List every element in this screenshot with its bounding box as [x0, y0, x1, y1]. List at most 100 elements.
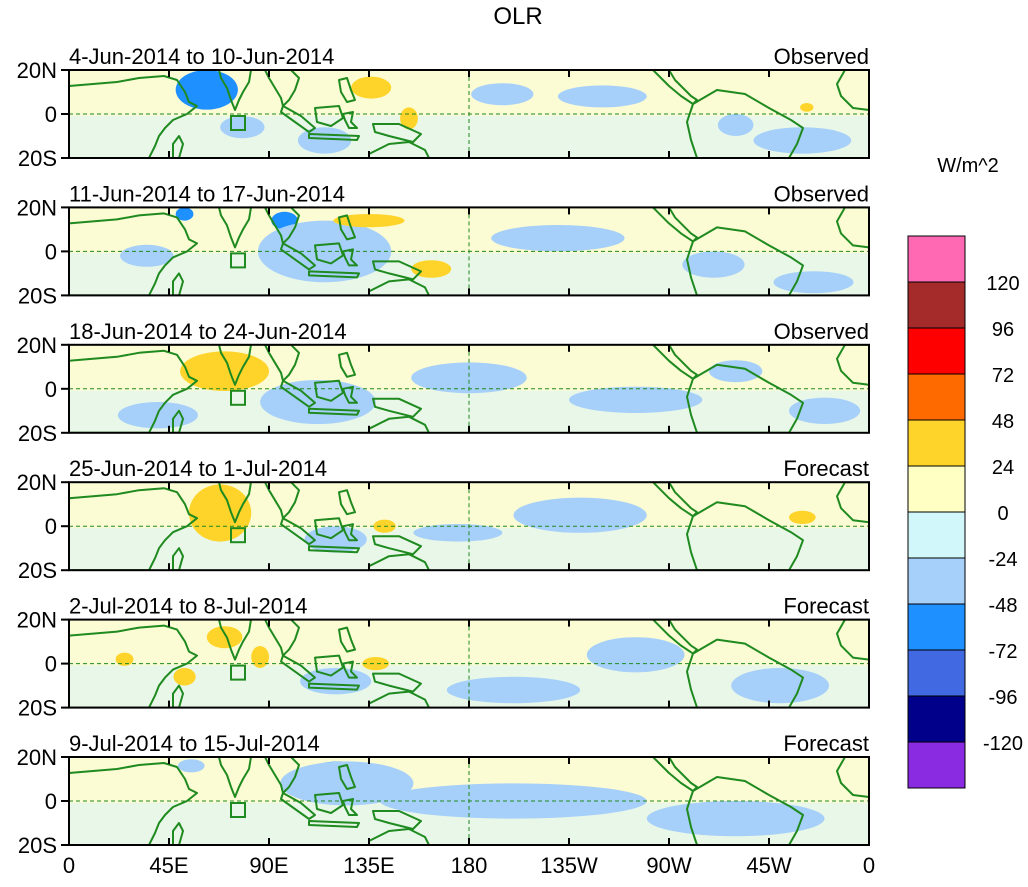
- y-tick-label: 0: [45, 102, 57, 127]
- anomaly-contour: [413, 524, 503, 542]
- anomaly-contour: [471, 83, 534, 106]
- colorbar-level-label: -24: [989, 549, 1018, 571]
- colorbar-level-label: -96: [989, 687, 1018, 709]
- anomaly-contour: [177, 759, 205, 773]
- panel-plot-area: [69, 619, 869, 708]
- anomaly-contour: [280, 761, 414, 806]
- y-tick-label: 20S: [18, 558, 57, 583]
- anomaly-contour: [220, 116, 265, 139]
- y-tick-label: 0: [45, 377, 57, 402]
- anomaly-contour: [569, 386, 703, 413]
- anomaly-contour: [175, 207, 194, 221]
- y-tick-label: 20S: [18, 146, 57, 171]
- x-tick-label: 90E: [249, 853, 288, 878]
- anomaly-contour: [682, 251, 745, 278]
- y-tick-label: 0: [45, 514, 57, 539]
- colorbar-swatch: [907, 465, 966, 513]
- region-box: [230, 115, 246, 131]
- region-box: [230, 664, 246, 681]
- x-tick-label: 0: [863, 853, 875, 878]
- y-tick-label: 0: [45, 789, 57, 814]
- y-tick-label: 20S: [18, 696, 57, 721]
- anomaly-contour: [173, 668, 196, 686]
- y-tick-label: 0: [45, 239, 57, 264]
- x-tick-label: 135W: [540, 853, 598, 878]
- panel-6: 9-Jul-2014 to 15-Jul-2014 Forecast 20N 0 20S: [17, 731, 870, 858]
- panel-status-label: Observed: [774, 319, 869, 344]
- panel-4: 25-Jun-2014 to 1-Jul-2014 Forecast 20N 0 20S: [17, 456, 870, 583]
- panel-plot-area: [69, 344, 869, 433]
- anomaly-contour: [789, 397, 861, 424]
- y-tick-label: 20S: [18, 421, 57, 446]
- anomaly-contour: [351, 76, 392, 99]
- anomaly-contour: [206, 626, 243, 649]
- panel-period-label: 9-Jul-2014 to 15-Jul-2014: [69, 731, 320, 756]
- anomaly-contour: [709, 360, 763, 383]
- panel-status-label: Forecast: [783, 456, 869, 481]
- anomaly-contour: [753, 127, 852, 154]
- colorbar-level-label: -120: [983, 733, 1023, 755]
- panel-2: 11-Jun-2014 to 17-Jun-2014 Observed 20N 0 20…: [17, 181, 870, 308]
- panel-period-label: 25-Jun-2014 to 1-Jul-2014: [69, 456, 327, 481]
- anomaly-contour: [491, 225, 625, 252]
- anomaly-contour: [800, 103, 814, 112]
- panel-status-label: Observed: [774, 44, 869, 69]
- anomaly-contour: [773, 271, 854, 294]
- anomaly-contour: [731, 668, 829, 704]
- y-tick-label: 20S: [18, 283, 57, 308]
- region-box: [230, 527, 246, 544]
- anomaly-contour: [557, 85, 647, 108]
- x-tick-label: 90W: [646, 853, 691, 878]
- y-tick-label: 20N: [17, 608, 57, 633]
- anomaly-contour: [513, 497, 647, 533]
- colorbar-swatch: [907, 373, 966, 421]
- panel-period-label: 18-Jun-2014 to 24-Jun-2014: [69, 319, 347, 344]
- y-tick-label: 20N: [17, 195, 57, 220]
- y-tick-label: 0: [45, 652, 57, 677]
- colorbar-swatch: [907, 649, 966, 697]
- panel-status-label: Forecast: [783, 594, 869, 619]
- panel-period-label: 11-Jun-2014 to 17-Jun-2014: [69, 181, 345, 206]
- panel-status-label: Observed: [774, 181, 869, 206]
- panel-status-label: Forecast: [783, 731, 869, 756]
- colorbar: W/m^2 120 96 72 48 24 0 -24 -48 -72 -96 -120: [907, 155, 1023, 789]
- colorbar-swatch: [907, 741, 966, 789]
- x-tick-label: 180: [451, 853, 488, 878]
- y-tick-label: 20N: [17, 745, 57, 770]
- anomaly-contour: [789, 510, 816, 524]
- anomaly-contour: [189, 484, 252, 542]
- x-tick-label: 135E: [343, 853, 394, 878]
- colorbar-swatch: [907, 281, 966, 329]
- region-box: [230, 252, 246, 269]
- panels-container: 4-Jun-2014 to 10-Jun-2014 Observed 20N 0 20S…: [17, 44, 870, 858]
- panel-period-label: 2-Jul-2014 to 8-Jul-2014: [69, 594, 307, 619]
- anomaly-contour: [362, 657, 389, 671]
- y-tick-label: 20N: [17, 333, 57, 358]
- panel-plot-area: [69, 482, 869, 571]
- colorbar-level-label: 48: [992, 411, 1014, 433]
- anomaly-contour: [411, 362, 527, 394]
- colorbar-level-label: 120: [986, 273, 1019, 295]
- colorbar-swatch: [907, 695, 966, 743]
- panel-period-label: 4-Jun-2014 to 10-Jun-2014: [69, 44, 334, 69]
- anomaly-contour: [251, 646, 269, 668]
- anomaly-contour: [260, 380, 376, 424]
- colorbar-swatch: [907, 235, 966, 283]
- colorbar-swatch: [907, 557, 966, 605]
- panel-1: 4-Jun-2014 to 10-Jun-2014 Observed 20N 0 20S: [17, 44, 870, 171]
- panel-3: 18-Jun-2014 to 24-Jun-2014 Observed 20N 0 20…: [17, 319, 870, 446]
- colorbar-units-label: W/m^2: [937, 155, 999, 177]
- anomaly-contour: [717, 114, 754, 136]
- y-tick-label: 20N: [17, 58, 57, 83]
- x-tick-label: 45W: [746, 853, 791, 878]
- x-tick-label: 45E: [149, 853, 188, 878]
- anomaly-contour: [446, 676, 581, 704]
- colorbar-swatch: [907, 419, 966, 467]
- region-box: [230, 802, 246, 818]
- panel-plot-area: [69, 207, 869, 296]
- colorbar-level-label: 96: [992, 319, 1014, 341]
- x-axis: 0 45E 90E 135E 180 135W 90W 45W 0: [63, 853, 875, 878]
- anomaly-contour: [586, 637, 685, 673]
- colorbar-level-label: -72: [989, 641, 1018, 663]
